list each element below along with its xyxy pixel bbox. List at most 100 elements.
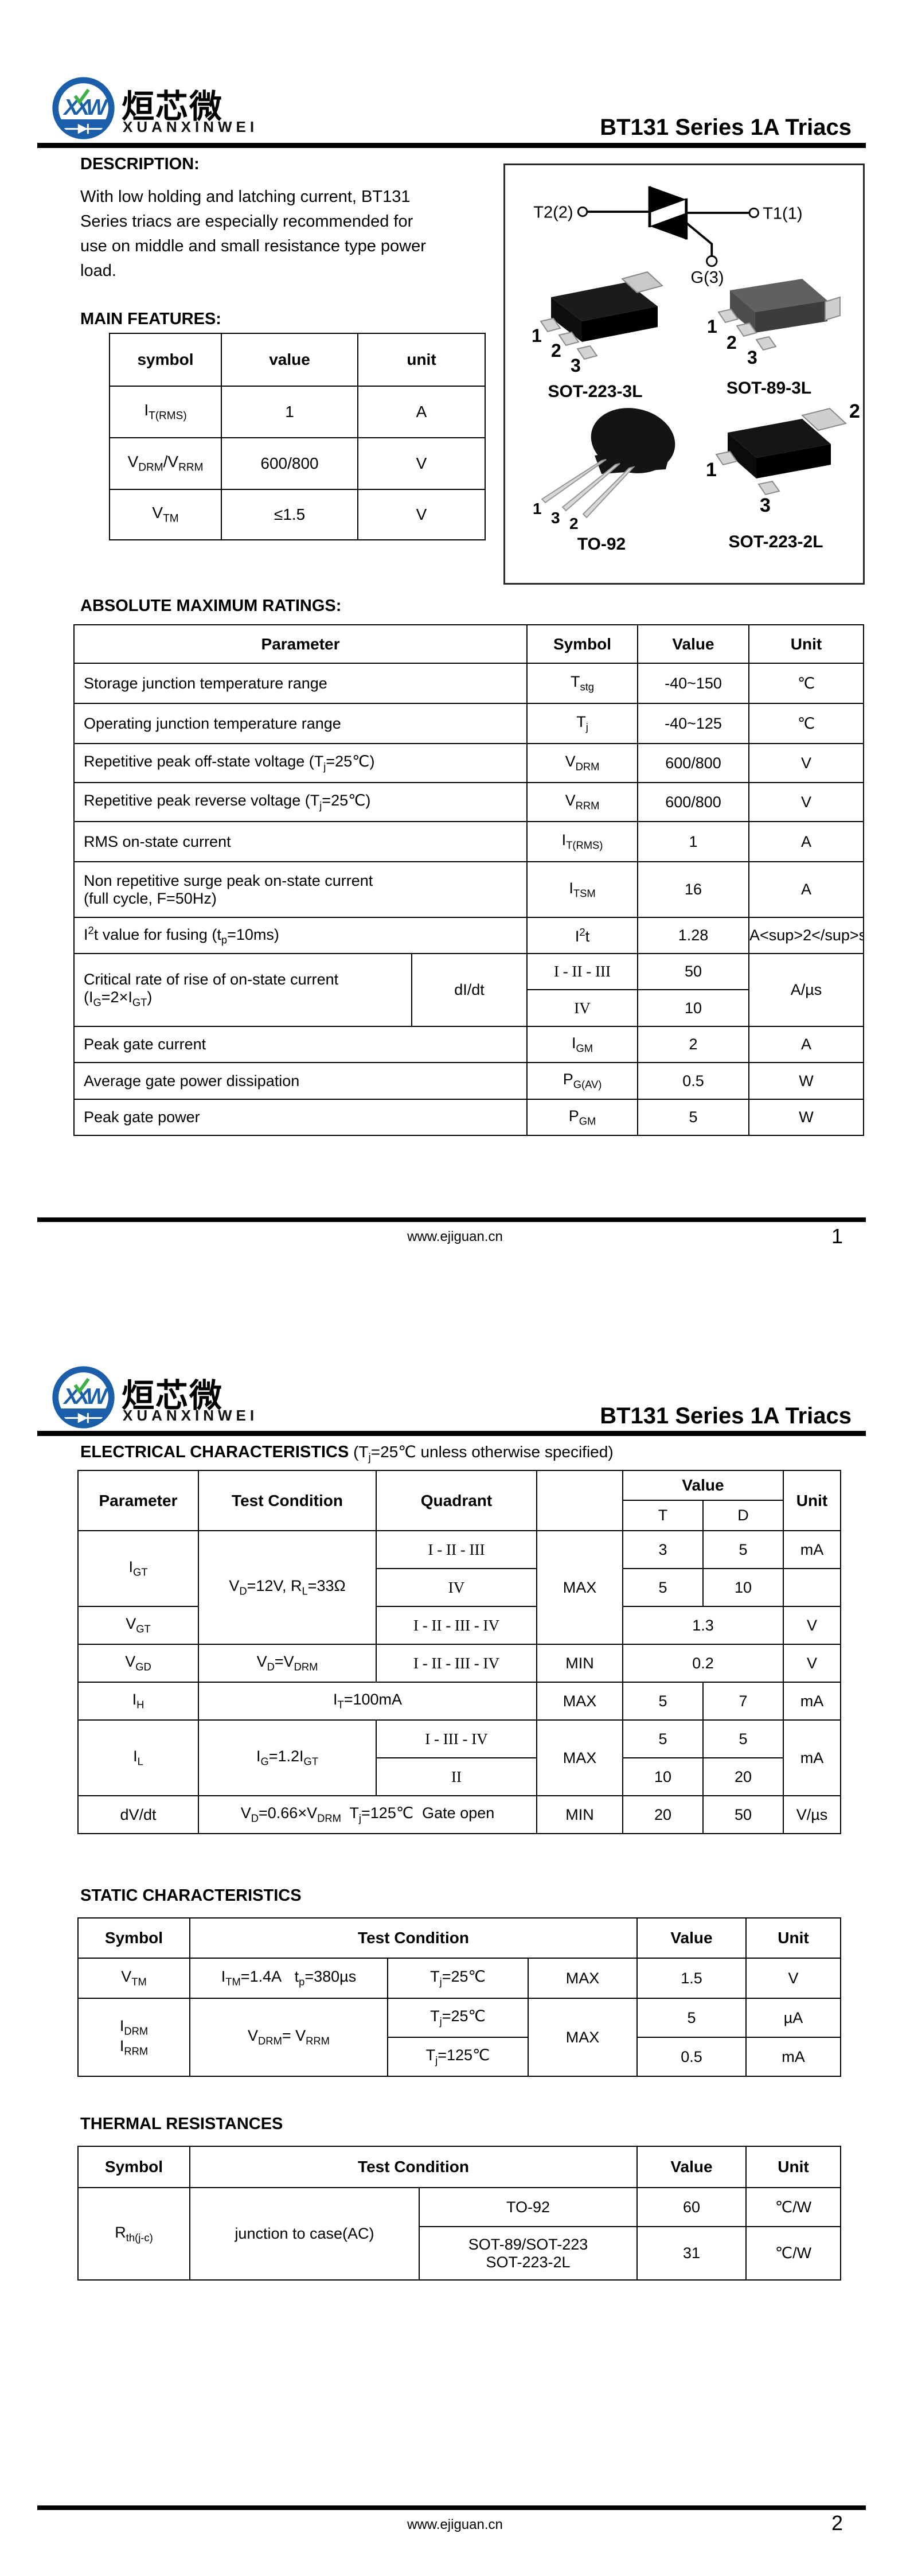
package-caption: TO-92 xyxy=(577,535,626,554)
description-line: load. xyxy=(80,262,116,280)
cell-parameter: Peak gate power xyxy=(73,1099,528,1136)
table-row-didt: Critical rate of rise of on-state curren… xyxy=(73,953,865,1027)
col-value: Value xyxy=(637,624,750,664)
table-row: Operating junction temperature range Tj … xyxy=(73,703,865,744)
cell-quadrant: IV xyxy=(376,1568,537,1607)
cell-value: 5 xyxy=(636,1998,747,2038)
cell-value: 10 xyxy=(637,989,750,1027)
pin-label: 1 xyxy=(707,316,717,337)
cell-unit: V xyxy=(745,1958,842,1999)
cell-test-condition: VD=12V, RL=33Ω xyxy=(198,1530,377,1645)
footer-url: www.ejiguan.cn xyxy=(407,1229,503,1244)
cell-d: 20 xyxy=(702,1757,784,1796)
electrical-heading-note: (Tj=25℃ unless otherwise specified) xyxy=(353,1443,614,1464)
table-row-ih: IH IT=100mA MAX 5 7 mA xyxy=(77,1682,842,1721)
cell-test-condition: IG=1.2IGT xyxy=(198,1719,377,1796)
pin-label: 1 xyxy=(706,459,717,481)
cell-value: 0.2 xyxy=(622,1644,784,1683)
cell-quadrant: I - III - IV xyxy=(376,1719,537,1758)
table-row-idrm: IDRM IRRM VDRM= VRRM Tj=25℃ MAX 5 µA xyxy=(77,1998,842,2077)
main-features-heading: MAIN FEATURES: xyxy=(80,310,221,328)
col-t: T xyxy=(622,1500,704,1531)
cell-value: -40~150 xyxy=(637,663,750,704)
col-value: Value xyxy=(622,1470,784,1501)
cell-unit: mA xyxy=(745,2037,842,2077)
cell-parameter: IL xyxy=(77,1719,199,1796)
cell-symbol: ITSM xyxy=(526,861,639,918)
cell-test-condition: ITM=1.4A tp=380µs xyxy=(189,1958,388,1999)
cell-symbol: VDRM/VRRM xyxy=(109,437,222,490)
cell-d: 5 xyxy=(702,1719,784,1758)
cell-value: 16 xyxy=(637,861,750,918)
cell-symbol: IT(RMS) xyxy=(109,386,222,438)
cell-value: 2 xyxy=(637,1026,750,1063)
table-row: Peak gate current IGM 2 A xyxy=(73,1026,865,1063)
cell-parameter: I2t value for fusing (tp=10ms) xyxy=(73,917,528,954)
table-row: I2t value for fusing (tp=10ms) I2t 1.28 … xyxy=(73,917,865,954)
footer-rule xyxy=(37,1217,866,1222)
electrical-heading: ELECTRICAL CHARACTERISTICS (Tj=25℃ unles… xyxy=(80,1442,614,1465)
cell-value: 50 xyxy=(637,953,750,990)
company-logo: XXW xyxy=(49,1363,119,1435)
header-rule xyxy=(37,143,866,148)
package-image-to-92: 1 3 2 xyxy=(533,408,675,531)
cell-unit: A<sup>2</sup>s xyxy=(748,917,865,954)
company-logo: XXW xyxy=(49,73,119,146)
cell-unit: A/µs xyxy=(748,953,865,1027)
cell-value: 5 xyxy=(637,1099,750,1136)
cell-quadrant: IV xyxy=(526,989,639,1027)
logo-check-icon xyxy=(73,1378,90,1394)
cell-minmax: MAX xyxy=(527,1998,638,2077)
cell-test-condition: VDRM= VRRM xyxy=(189,1998,388,2077)
cell-minmax: MIN xyxy=(536,1795,623,1834)
cell-minmax: MAX xyxy=(536,1682,623,1721)
table-row: RMS on-state current IT(RMS) 1 A xyxy=(73,821,865,862)
cell-unit: A xyxy=(357,386,486,438)
package-image-sot-223-3l: 1 2 3 xyxy=(532,271,664,376)
col-symbol: symbol xyxy=(109,333,222,387)
col-d: D xyxy=(702,1500,784,1531)
cell-symbol-didt: dI/dt xyxy=(411,953,528,1027)
cell-value: 600/800 xyxy=(637,743,750,783)
table-row-idrm: Tj=125℃ 0.5 mA xyxy=(78,2037,842,2077)
cell-symbol: Tstg xyxy=(526,663,639,704)
cell-unit: ℃/W xyxy=(745,2226,841,2281)
package-panel: T2(2) T1(1) G(3) 1 2 3 SOT xyxy=(503,164,865,585)
page-number: 2 xyxy=(831,2511,843,2535)
cell-d: 50 xyxy=(702,1795,784,1834)
pin-label: 2 xyxy=(569,515,579,531)
col-unit: Unit xyxy=(745,2146,841,2188)
cell-t: 20 xyxy=(622,1795,704,1834)
description-heading: DESCRIPTION: xyxy=(80,155,200,173)
cell-value: 1.28 xyxy=(637,917,750,954)
pin-label: 2 xyxy=(551,340,561,361)
col-quadrant: Quadrant xyxy=(376,1470,537,1531)
thermal-heading: THERMAL RESISTANCES xyxy=(80,2115,283,2133)
cell-value: 1 xyxy=(637,821,750,862)
cell-minmax: MAX xyxy=(536,1719,623,1796)
cell-unit: W xyxy=(748,1062,865,1100)
cell-parameter: Non repetitive surge peak on-state curre… xyxy=(73,861,528,918)
table-row: VDRM/VRRM 600/800 V xyxy=(109,437,486,490)
cell-unit: ℃/W xyxy=(745,2187,841,2227)
cell-symbol: PG(AV) xyxy=(526,1062,639,1100)
table-row-vgt: VGT I - II - III - IV 1.3 V xyxy=(77,1606,842,1645)
pin-label: 3 xyxy=(571,355,581,376)
cell-unit: V xyxy=(748,782,865,822)
cell-t: 5 xyxy=(622,1719,704,1758)
table-header-row: Symbol Test Condition Value Unit xyxy=(77,1917,842,1959)
cell-package: SOT-89/SOT-223 SOT-223-2L xyxy=(419,2226,638,2281)
cell-parameter: Peak gate current xyxy=(73,1026,528,1063)
col-value: Value xyxy=(636,2146,747,2188)
cell-minmax: MIN xyxy=(536,1644,623,1683)
package-image-sot-89-3l: 1 2 3 xyxy=(707,279,841,368)
cell-parameter: Storage junction temperature range xyxy=(73,663,528,704)
brand-name-en: XUANXINWEI xyxy=(123,1407,259,1424)
col-unit: Unit xyxy=(745,1917,842,1959)
table-row-il: IL IG=1.2IGT I - III - IV MAX 5 5 mA xyxy=(77,1719,842,1796)
cell-value: 0.5 xyxy=(637,1062,750,1100)
description-line: Series triacs are especially recommended… xyxy=(80,212,413,231)
table-row: IT(RMS) 1 A xyxy=(109,386,486,438)
triac-t2-label: T2(2) xyxy=(533,204,573,222)
